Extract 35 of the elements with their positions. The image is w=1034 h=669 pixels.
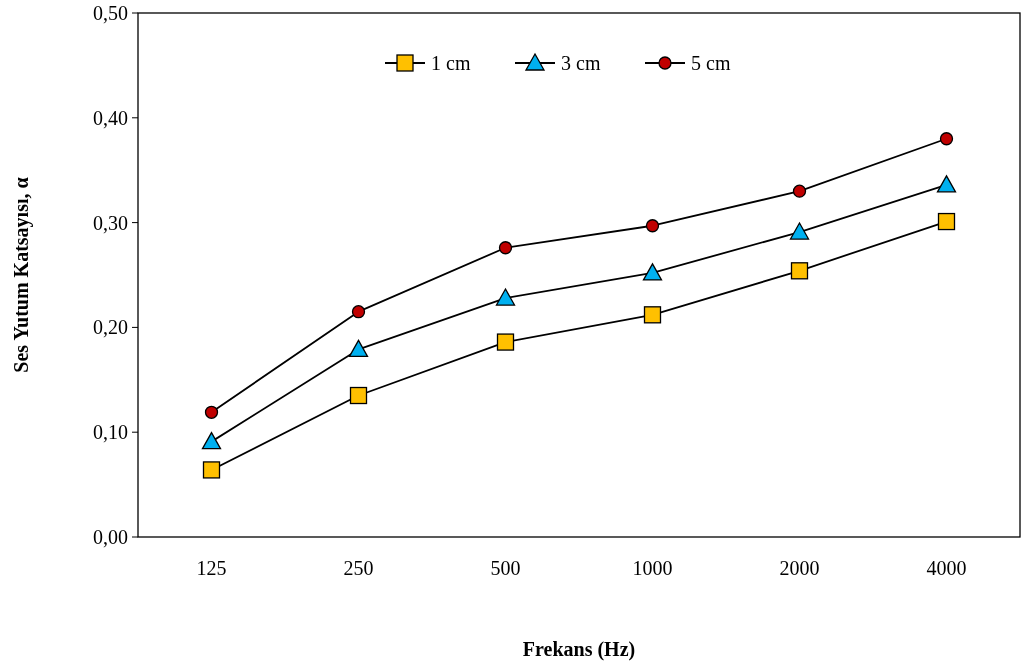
- point: [939, 132, 954, 146]
- point: [349, 386, 368, 405]
- point: [495, 288, 516, 306]
- y-tick-label: 0,30: [93, 211, 128, 234]
- y-tick-label: 0,40: [93, 106, 128, 129]
- x-tick-label: 500: [490, 557, 521, 579]
- point: [348, 339, 369, 358]
- point: [498, 241, 513, 255]
- point: [792, 184, 807, 198]
- y-axis-title: Ses Yutum Katsayısı, α: [10, 177, 33, 373]
- x-tick-label: 250: [343, 557, 374, 579]
- point: [936, 175, 957, 193]
- point: [204, 405, 219, 419]
- y-tick-label: 0,10: [93, 421, 128, 444]
- x-tick-label: 125: [196, 557, 227, 579]
- point: [351, 305, 366, 319]
- y-tick-label: 0,20: [93, 316, 128, 339]
- point: [645, 219, 660, 233]
- point: [790, 262, 809, 280]
- legend-label: 3 cm: [561, 52, 601, 74]
- point: [937, 212, 956, 231]
- point: [643, 306, 662, 324]
- x-tick-label: 1000: [632, 557, 673, 579]
- y-tick-label: 0,50: [93, 2, 128, 24]
- y-tick-label: 0,00: [93, 526, 128, 548]
- legend-label: 5 cm: [691, 52, 731, 74]
- legend-label: 1 cm: [431, 52, 471, 74]
- point: [496, 333, 515, 351]
- point: [201, 431, 222, 450]
- point: [202, 461, 221, 479]
- point: [642, 263, 663, 281]
- x-tick-label: 2000: [779, 557, 820, 579]
- point: [789, 222, 810, 240]
- x-axis-title: Frekans (Hz): [522, 638, 636, 661]
- x-tick-label: 4000: [926, 557, 967, 579]
